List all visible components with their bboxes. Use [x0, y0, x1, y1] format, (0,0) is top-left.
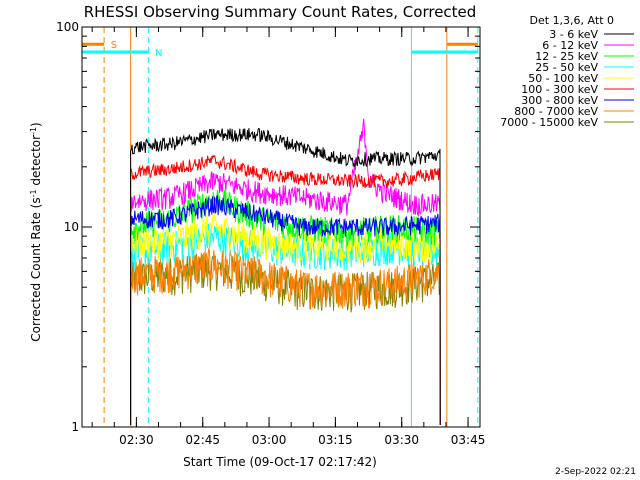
legend-label: 100 - 300 keV	[521, 83, 598, 96]
series-line	[130, 118, 441, 426]
legend-label: 3 - 6 keV	[549, 28, 598, 41]
footer-timestamp: 2-Sep-2022 02:21	[555, 467, 636, 477]
y-axis: 1 10 100	[56, 20, 480, 434]
plot-area: SN	[82, 27, 479, 427]
y-tick-label: 10	[64, 220, 79, 234]
series-layer	[130, 118, 441, 426]
x-axis: 02:30 02:45 03:00 03:15 03:30 03:45	[91, 27, 486, 447]
top-markers: SN	[82, 40, 478, 59]
y-tick-label: 1	[71, 420, 79, 434]
legend-label: 7000 - 15000 keV	[500, 116, 598, 129]
legend-label: 6 - 12 keV	[542, 39, 598, 52]
series-line	[130, 211, 441, 426]
series-line	[130, 247, 441, 426]
legend-header: Det 1,3,6, Att 0	[530, 14, 614, 27]
legend-label: 800 - 7000 keV	[514, 105, 598, 118]
legend-label: 50 - 100 keV	[528, 72, 598, 85]
y-label-part: )	[29, 122, 43, 127]
y-label-part: detector	[29, 135, 43, 190]
x-tick-label: 03:30	[384, 433, 419, 447]
x-tick-label: 02:30	[119, 433, 154, 447]
y-label-sup: -1	[29, 189, 38, 197]
x-tick-label: 03:45	[451, 433, 486, 447]
y-axis-label: Corrected Count Rate (s-1 detector-1)	[29, 122, 43, 341]
chart-title: RHESSI Observing Summary Count Rates, Co…	[84, 3, 477, 21]
x-tick-label: 03:00	[252, 433, 287, 447]
y-label-part: Corrected Count Rate (s	[29, 197, 43, 341]
y-label-sup: -1	[29, 127, 38, 135]
legend-label: 300 - 800 keV	[521, 94, 598, 107]
x-tick-label: 03:15	[318, 433, 353, 447]
y-tick-label: 100	[56, 20, 79, 34]
series-line	[130, 154, 441, 426]
x-tick-label: 02:45	[185, 433, 220, 447]
legend-label: 12 - 25 keV	[535, 50, 598, 63]
marker-label: N	[155, 48, 162, 59]
legend-label: 25 - 50 keV	[535, 61, 598, 74]
series-line	[130, 195, 441, 426]
marker-label: S	[111, 40, 117, 51]
x-axis-label: Start Time (09-Oct-17 02:17:42)	[183, 455, 377, 469]
series-line	[130, 127, 441, 426]
